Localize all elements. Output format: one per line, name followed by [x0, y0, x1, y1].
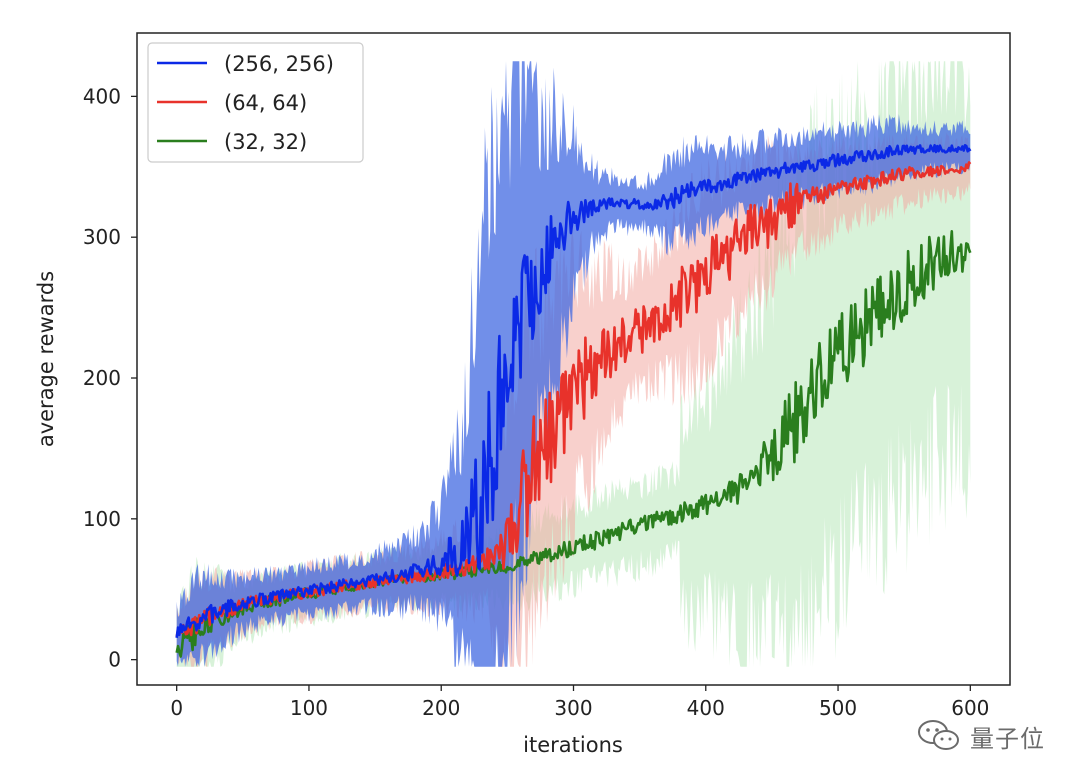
lines-layer — [175, 144, 972, 658]
band-red — [176, 132, 971, 667]
y-ticks: 0 100 200 300 400 — [83, 84, 137, 672]
x-ticks: 0 100 200 300 400 500 600 — [170, 685, 989, 720]
wechat-icon — [918, 720, 959, 750]
legend-label: (256, 256) — [224, 52, 334, 76]
x-tick-label: 400 — [687, 696, 725, 720]
x-tick-label: 600 — [951, 696, 989, 720]
y-tick-label: 200 — [83, 366, 121, 390]
x-tick-label: 100 — [290, 696, 328, 720]
y-tick-label: 300 — [83, 225, 121, 249]
watermark-text: 量子位 — [970, 724, 1045, 753]
y-axis-label: average rewards — [34, 271, 58, 447]
x-tick-label: 200 — [422, 696, 460, 720]
x-tick-label: 500 — [819, 696, 857, 720]
watermark: 量子位 — [916, 718, 1045, 754]
y-tick-label: 100 — [83, 507, 121, 531]
series-line-blue — [175, 144, 972, 638]
x-tick-label: 0 — [170, 696, 183, 720]
legend-frame — [147, 42, 364, 163]
x-tick-label: 300 — [554, 696, 592, 720]
x-axis-label: iterations — [523, 733, 623, 757]
legend: (256, 256) (64, 64) (32, 32) — [147, 42, 364, 163]
legend-label: (32, 32) — [224, 130, 307, 154]
y-tick-label: 0 — [108, 648, 121, 672]
y-tick-label: 400 — [83, 84, 121, 108]
legend-label: (64, 64) — [224, 91, 307, 115]
band-green — [176, 61, 971, 667]
